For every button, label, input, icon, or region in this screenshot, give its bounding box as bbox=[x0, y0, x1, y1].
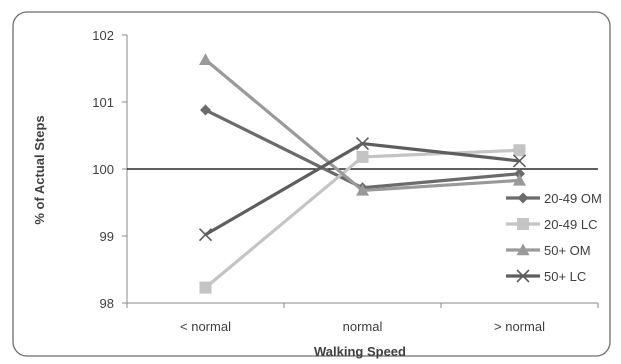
data-point-50-lc bbox=[198, 228, 213, 242]
data-point-50-lc bbox=[355, 136, 370, 151]
data-point-50-lc bbox=[512, 154, 527, 168]
legend-label-20-49-lc: 20-49 LC bbox=[544, 217, 597, 232]
y-tick-label: 98 bbox=[100, 296, 114, 311]
data-point-50-om bbox=[199, 53, 212, 65]
legend-marker-50-om bbox=[516, 243, 530, 256]
x-tick-label: > normal bbox=[494, 319, 545, 334]
legend-marker-50-lc-stroke-b bbox=[516, 269, 530, 283]
data-point-50-om bbox=[356, 183, 369, 196]
legend-label-50-om: 50+ OM bbox=[544, 243, 591, 258]
data-point-50-lc-stroke-b bbox=[355, 136, 370, 151]
chart-frame bbox=[12, 11, 611, 357]
legend-marker-20-49-om bbox=[517, 192, 529, 204]
data-point-20-49-lc bbox=[356, 150, 369, 163]
data-point-50-lc-stroke-b bbox=[512, 154, 527, 168]
legend-marker-20-49-lc bbox=[517, 218, 529, 230]
data-point-20-49-om bbox=[200, 104, 211, 116]
data-point-50-om bbox=[513, 173, 526, 186]
y-tick-label: 100 bbox=[92, 162, 114, 177]
legend-label-50-lc: 50+ LC bbox=[544, 269, 586, 284]
data-point-20-49-lc bbox=[513, 144, 526, 157]
data-point-20-49-lc bbox=[199, 281, 212, 294]
y-tick-label: 102 bbox=[92, 28, 114, 43]
x-tick-label: normal bbox=[343, 319, 383, 334]
y-tick-label: 101 bbox=[92, 95, 114, 110]
data-point-50-lc-stroke-b bbox=[198, 228, 213, 242]
legend-label-20-49-om: 20-49 OM bbox=[544, 191, 602, 206]
x-axis-label: Walking Speed bbox=[314, 344, 406, 359]
y-axis-label: % of Actual Steps bbox=[32, 115, 47, 224]
y-tick-label: 99 bbox=[100, 229, 114, 244]
legend-marker-50-lc bbox=[516, 269, 530, 283]
x-tick-label: < normal bbox=[180, 319, 231, 334]
data-point-20-49-om bbox=[514, 168, 525, 180]
